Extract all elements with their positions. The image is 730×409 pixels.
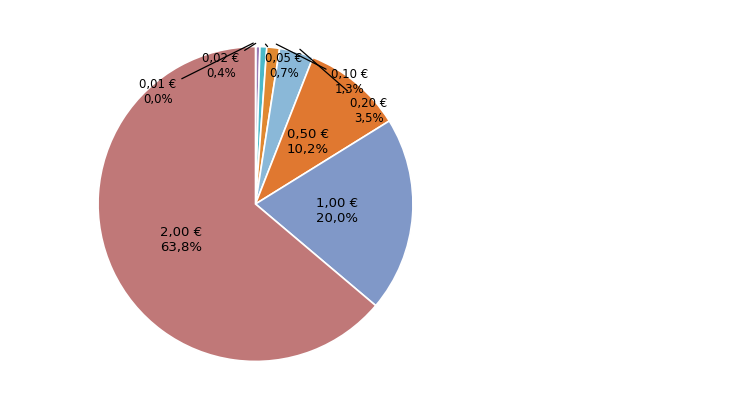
Wedge shape (255, 58, 389, 204)
Text: 0,05 €
0,7%: 0,05 € 0,7% (265, 45, 302, 80)
Wedge shape (255, 47, 267, 204)
Text: 0,50 €
10,2%: 0,50 € 10,2% (287, 128, 329, 156)
Text: 0,02 €
0,4%: 0,02 € 0,4% (202, 44, 255, 80)
Wedge shape (255, 47, 260, 204)
Text: 0,01 €
0,0%: 0,01 € 0,0% (139, 44, 253, 106)
Text: 0,20 €
3,5%: 0,20 € 3,5% (300, 50, 388, 124)
Wedge shape (255, 48, 280, 204)
Text: 2,00 €
63,8%: 2,00 € 63,8% (161, 225, 202, 253)
Wedge shape (98, 47, 376, 362)
Text: 0,10 €
1,3%: 0,10 € 1,3% (276, 45, 369, 96)
Wedge shape (255, 49, 313, 204)
Text: 1,00 €
20,0%: 1,00 € 20,0% (316, 196, 358, 225)
Wedge shape (255, 121, 413, 306)
